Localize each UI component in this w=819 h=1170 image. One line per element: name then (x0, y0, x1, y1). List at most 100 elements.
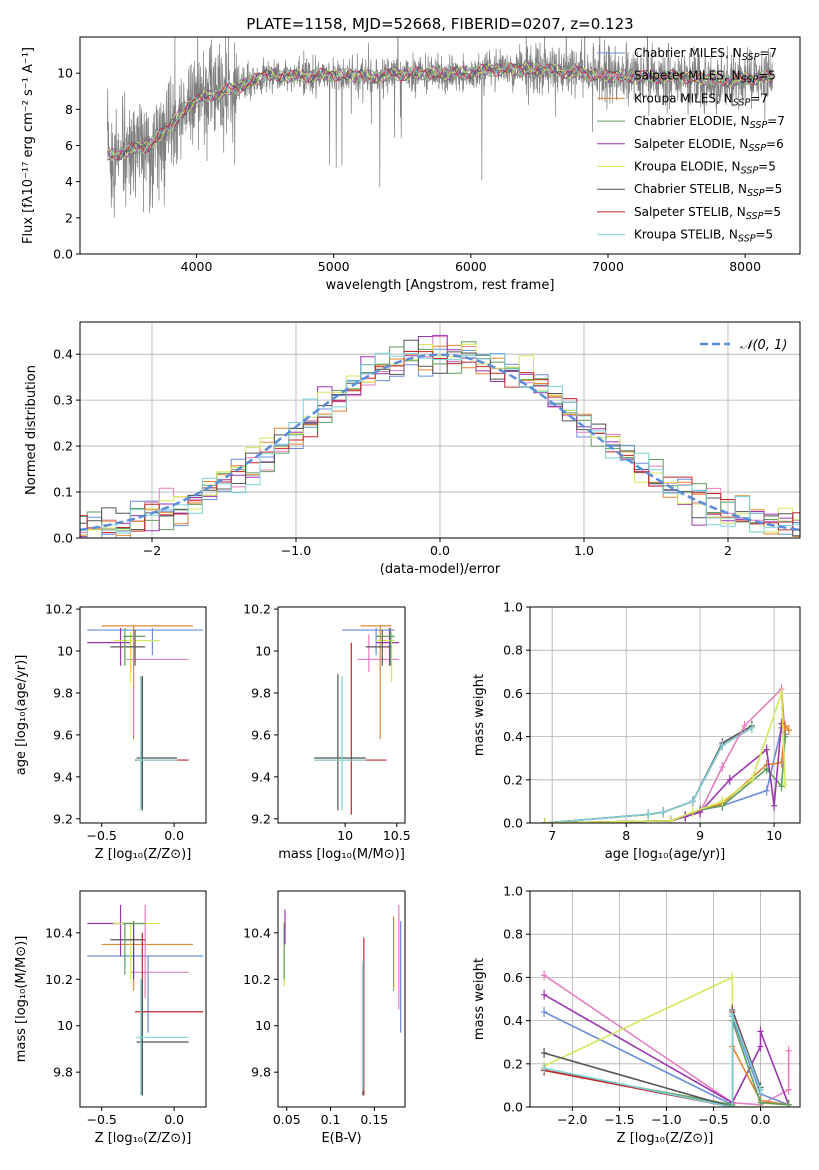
y-tick-label: 0.1 (53, 485, 73, 500)
x-tick-label: 10 (766, 828, 782, 843)
x-axis-label: E(B-V) (321, 1131, 361, 1146)
x-axis-label: wavelength [Angstrom, rest frame] (326, 278, 555, 293)
histogram-step-ks (80, 352, 800, 538)
mass-weight-marker-sm (719, 761, 726, 772)
plot-frame (277, 606, 406, 824)
mass-vs-ebv-panel: 0.05 0.1 0.15 9.8 10 10.2 10.4 E(B-V) (243, 890, 406, 1146)
mass-weight-marker-ks (748, 722, 755, 733)
x-tick-label: 5000 (318, 259, 350, 274)
mass-weight-marker-cm (541, 1006, 548, 1017)
x-axis-label: Z [log₁₀(Z/Z⊙)] (95, 1131, 192, 1146)
mass-weight-marker-ks (541, 1063, 548, 1074)
mass-weight-marker-ke (719, 796, 726, 807)
mass-weight-marker-sm (541, 970, 548, 981)
legend-normal-label: 𝒩(0, 1) (740, 338, 787, 353)
y-tick-label: 2 (65, 210, 73, 225)
y-axis-label: Normed distribution (24, 365, 39, 495)
mass-weight-marker-ke (778, 688, 785, 699)
y-tick-label: 9.8 (53, 1065, 73, 1080)
mass-weight-line-cs (544, 725, 753, 823)
y-tick-label: 9.6 (251, 727, 271, 742)
plot-area (541, 684, 792, 823)
legend-label: Chabrier MILES, NSSP=7 (634, 46, 777, 63)
x-tick-label: 8000 (729, 259, 761, 274)
mass-weight-marker-ke (782, 779, 789, 790)
plot-area (87, 904, 204, 1096)
x-tick-label: 2 (724, 543, 732, 558)
y-tick-label: 0.4 (53, 347, 73, 362)
y-tick-label: 10.2 (243, 972, 271, 987)
mass-weight-line-ks (544, 727, 753, 823)
mass-weight-marker-ce (757, 1097, 764, 1107)
plot-frame (79, 890, 207, 1108)
plot-area (80, 334, 800, 538)
x-tick-label: −2 (143, 543, 161, 558)
x-tick-label: 1.0 (574, 543, 594, 558)
x-tick-label: 8 (622, 828, 630, 843)
plot-frame (277, 890, 406, 1108)
plot-area (87, 625, 204, 811)
histogram-step-km (80, 344, 800, 537)
model-spectrum-line-ke (107, 63, 773, 160)
legend-label: Chabrier ELODIE, NSSP=7 (634, 114, 785, 131)
x-tick-label: 0.1 (321, 1112, 341, 1127)
y-tick-label: 0.2 (503, 772, 523, 787)
x-tick-label: 0.0 (751, 1112, 771, 1127)
age-vs-metallicity-panel: −0.5 0.0 9.2 9.4 9.6 9.8 10 10.2 Z [log₁₀(Z/Z⊙)]… (14, 602, 207, 862)
x-tick-label: 0.0 (164, 1112, 184, 1127)
mass-weight-line-km (544, 723, 790, 823)
plot-frame (79, 606, 207, 824)
model-spectrum-line-se (107, 62, 773, 158)
mass-weight-vs-metallicity-panel: −2.0 −1.5 −1.0 −0.5 0.0 0.0 0.2 0.4 0.6 0.8 1.0 Z [… (472, 884, 801, 1146)
legend-label: Salpeter ELODIE, NSSP=6 (634, 137, 784, 154)
observed-spectrum-line (107, 37, 773, 218)
mass-weight-marker-ke (667, 815, 674, 823)
y-tick-label: 0.0 (503, 816, 523, 831)
y-tick-label: 9.2 (53, 811, 73, 826)
plot-frame (529, 606, 801, 824)
mass-weight-marker-cm (763, 785, 770, 796)
y-tick-label: 10 (57, 644, 73, 659)
plot-area (107, 37, 773, 218)
y-tick-label: 0.4 (503, 1013, 523, 1028)
y-axis-label: mass [log₁₀(M/M⊙)] (14, 936, 29, 1063)
plot-area (541, 970, 792, 1107)
y-tick-label: 9.4 (53, 769, 73, 784)
mass-weight-marker-se (726, 774, 733, 785)
x-tick-label: −0.5 (698, 1112, 728, 1127)
mass-weight-line-sm (544, 687, 786, 823)
y-tick-label: 4 (65, 174, 73, 189)
y-tick-label: 8 (65, 102, 73, 117)
mass-weight-marker-ks (719, 740, 726, 751)
y-tick-label: 1.0 (503, 884, 523, 899)
mass-weight-line-cs (543, 1009, 762, 1107)
y-tick-label: 0.0 (53, 531, 73, 546)
mass-weight-marker-ks (645, 809, 652, 820)
y-tick-label: 9.6 (53, 727, 73, 742)
y-tick-label: 9.8 (53, 685, 73, 700)
x-tick-label: 4000 (181, 259, 213, 274)
x-axis-label: Z [log₁₀(Z/Z⊙)] (95, 847, 192, 862)
plot-area (283, 904, 402, 1096)
mass-weight-marker-ke (689, 807, 696, 818)
y-axis-label: mass weight (472, 958, 487, 1040)
y-tick-label: 10 (57, 1018, 73, 1033)
x-tick-label: 10 (337, 828, 353, 843)
y-tick-label: 0.6 (503, 686, 523, 701)
x-tick-label: 9 (696, 828, 704, 843)
mass-weight-marker-se (757, 1026, 764, 1037)
x-tick-label: −0.5 (87, 1112, 117, 1127)
x-axis-label: Z [log₁₀(Z/Z⊙)] (617, 1131, 714, 1146)
y-tick-label: 0.3 (53, 393, 73, 408)
y-tick-label: 0.2 (53, 439, 73, 454)
y-tick-label: 0.8 (503, 643, 523, 658)
mass-weight-marker-se (763, 744, 770, 755)
legend-label: Kroupa ELODIE, NSSP=5 (634, 160, 776, 177)
x-axis-label: mass [log₁₀(M/M⊙)] (278, 847, 405, 862)
y-tick-label: 0.0 (503, 1100, 523, 1115)
y-tick-label: 1.0 (503, 600, 523, 615)
mass-weight-marker-sm (785, 1084, 792, 1095)
y-tick-label: 10 (255, 644, 271, 659)
y-tick-label: 10 (57, 66, 73, 81)
